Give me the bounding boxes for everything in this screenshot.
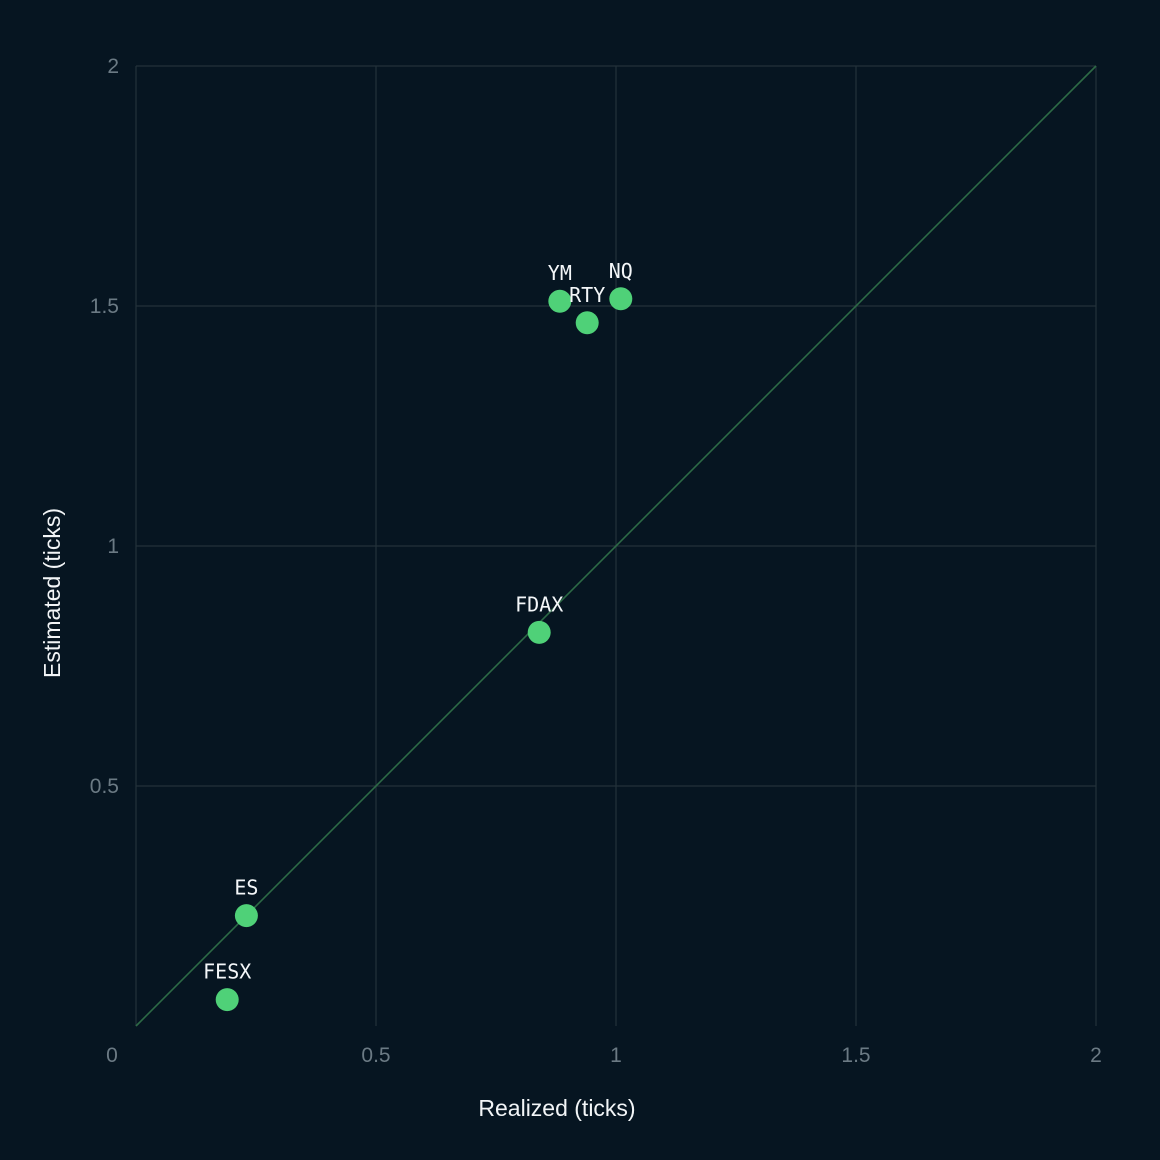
y-tick-label: 2 (107, 55, 119, 78)
point-label-fesx: FESX (203, 960, 251, 984)
grid (135, 65, 1097, 1026)
data-point-rty (575, 311, 599, 335)
point-label-fdax: FDAX (515, 592, 563, 616)
y-tick-label: 1 (107, 535, 119, 558)
point-label-rty: RTY (569, 283, 605, 307)
point-label-ym: YM (548, 261, 572, 285)
data-point-fdax (527, 620, 551, 644)
x-tick-label: 2 (1090, 1044, 1102, 1067)
y-tick-label: 1.5 (90, 295, 119, 318)
point-label-es: ES (234, 876, 258, 900)
data-point-es (234, 904, 258, 928)
data-points (215, 287, 633, 1012)
tick-labels: 0 0.5 1 1.5 2 0.5 1 1.5 2 (90, 55, 1102, 1067)
data-point-fesx (215, 988, 239, 1012)
x-tick-label: 0.5 (361, 1044, 390, 1067)
x-tick-label: 0 (106, 1044, 118, 1067)
x-tick-label: 1.5 (841, 1044, 870, 1067)
y-axis-title: Estimated (ticks) (39, 508, 65, 678)
reference-line-layer (135, 65, 1097, 1027)
x-axis-title: Realized (ticks) (478, 1095, 635, 1121)
point-label-nq: NQ (609, 259, 633, 283)
data-point-ym (548, 289, 572, 313)
y-tick-label: 0.5 (90, 775, 119, 798)
data-point-nq (609, 287, 633, 311)
identity-reference-line (135, 65, 1097, 1027)
x-tick-label: 1 (610, 1044, 622, 1067)
